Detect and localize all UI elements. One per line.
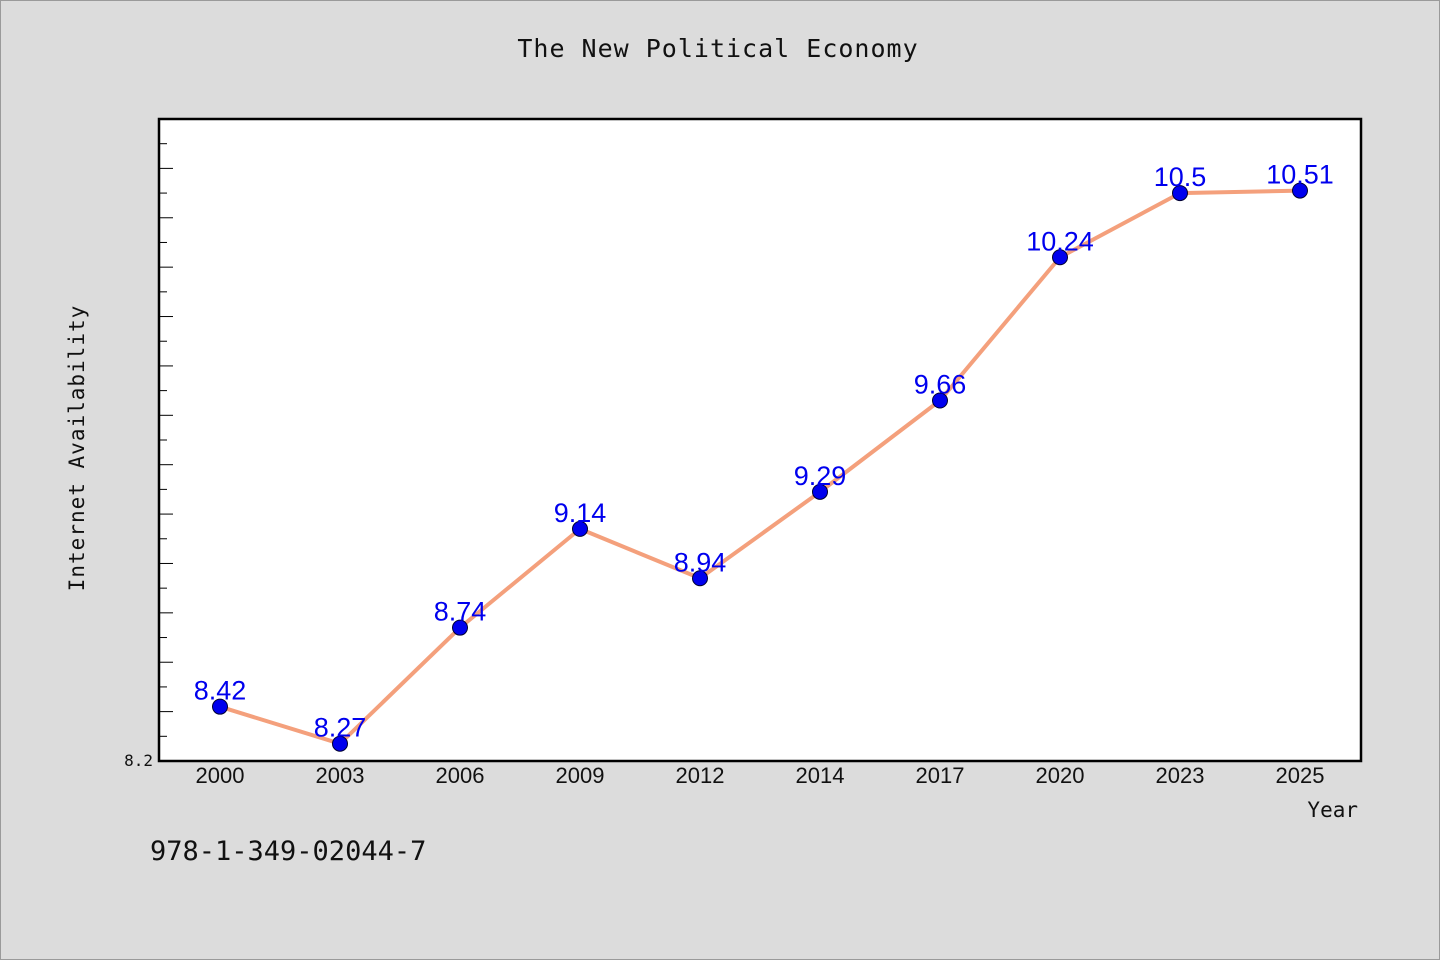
data-point (1292, 182, 1308, 199)
x-tick-label: 2009 (556, 763, 605, 788)
data-label: 10.24 (1026, 226, 1094, 256)
x-tick-label: 2000 (196, 763, 245, 788)
x-tick-label: 2017 (916, 763, 965, 788)
y-axis-label: Internet Availability (65, 305, 89, 592)
y-tick-label: 8.2 (124, 751, 153, 770)
data-point (1052, 249, 1068, 266)
data-point (692, 570, 708, 587)
x-tick-label: 2025 (1276, 763, 1325, 788)
data-point (1172, 185, 1188, 202)
x-tick-label: 2023 (1156, 763, 1205, 788)
x-tick-label: 2020 (1036, 763, 1085, 788)
x-axis-label: Year (1307, 798, 1358, 822)
data-point (812, 483, 828, 500)
data-label: 10.51 (1266, 160, 1334, 190)
data-label: 8.27 (314, 713, 367, 743)
series-group (212, 182, 1308, 752)
data-label: 9.14 (554, 498, 607, 528)
labels-group: 8.42 8.27 8.74 9.14 8.94 9.29 9.66 10.24 10.5 10.… (194, 160, 1334, 788)
data-label: 9.66 (914, 369, 967, 399)
x-tick-label: 2012 (676, 763, 725, 788)
y-axis-ticks: 8.2 (124, 143, 173, 770)
isbn-text: 978-1-349-02044-7 (150, 836, 427, 867)
data-point (212, 698, 228, 715)
data-label: 9.29 (794, 461, 847, 491)
data-label: 8.94 (674, 547, 727, 577)
x-tick-label: 2003 (316, 763, 365, 788)
data-label: 10.5 (1154, 162, 1207, 192)
data-point (572, 520, 588, 537)
data-label: 8.42 (194, 676, 247, 706)
series-line (218, 188, 1302, 746)
x-tick-label: 2006 (436, 763, 485, 788)
x-tick-label: 2014 (796, 763, 845, 788)
data-point (932, 392, 948, 409)
data-point (332, 735, 348, 752)
plot-area (157, 117, 1363, 763)
data-label: 8.74 (434, 597, 487, 627)
chart-title: The New Political Economy (517, 34, 919, 63)
data-point (452, 619, 468, 636)
